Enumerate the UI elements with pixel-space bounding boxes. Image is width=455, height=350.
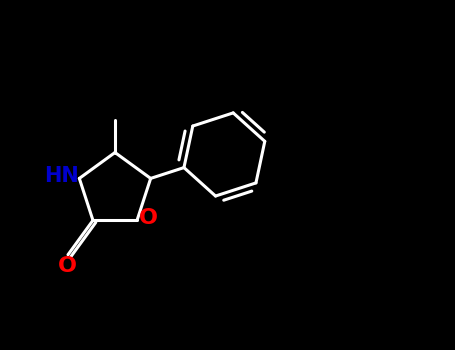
Text: O: O: [138, 208, 157, 228]
Text: HN: HN: [45, 166, 79, 186]
Text: O: O: [57, 256, 76, 276]
